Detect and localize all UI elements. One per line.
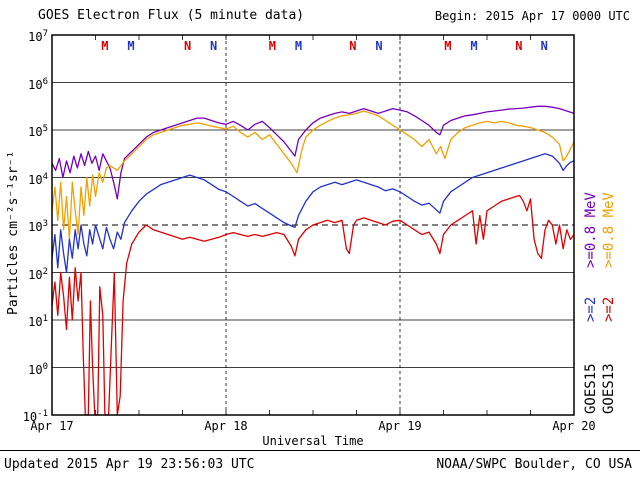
satellite-marker-letter: M	[101, 39, 108, 53]
series-path	[51, 153, 575, 274]
y-tick-label: 106	[28, 76, 48, 92]
satellite-marker-letter: N	[349, 39, 356, 53]
y-tick-label: 101	[28, 314, 48, 329]
legend-goes13-e08: >=0.8 MeV	[601, 192, 617, 268]
y-tick-label: 107	[28, 29, 48, 44]
y-tick-label: 10-1	[22, 409, 48, 424]
satellite-marker-letter: N	[541, 39, 548, 53]
satellite-marker-letter: M	[127, 39, 134, 53]
satellite-marker-letter: N	[515, 39, 522, 53]
y-tick-label: 104	[28, 171, 48, 187]
footer-updated: Updated 2015 Apr 19 23:56:03 UTC	[4, 457, 255, 472]
footer-source: NOAA/SWPC Boulder, CO USA	[436, 457, 632, 472]
x-tick-label: Apr 19	[378, 419, 422, 433]
legend-goes15-name: GOES15	[583, 363, 599, 414]
satellite-marker-letter: N	[184, 39, 191, 53]
legend-goes13-name: GOES13	[601, 363, 617, 414]
satellite-marker-letter: N	[375, 39, 382, 53]
footer-divider	[0, 450, 640, 451]
x-axis-label: Universal Time	[262, 434, 364, 448]
legend-goes15-e08: >=0.8 MeV	[583, 192, 599, 268]
y-tick-label: 105	[28, 124, 48, 139]
satellite-marker-letter: M	[269, 39, 276, 53]
chart-title: GOES Electron Flux (5 minute data)	[38, 8, 305, 23]
y-tick-label: 100	[28, 361, 48, 377]
legend-goes13-e2: >=2	[601, 296, 617, 322]
x-tick-label: Apr 20	[552, 419, 596, 433]
begin-time-label: Begin: 2015 Apr 17 0000 UTC	[434, 9, 630, 23]
y-tick-label: 102	[28, 266, 48, 282]
series-path	[51, 105, 575, 200]
x-tick-label: Apr 17	[30, 419, 74, 433]
satellite-marker-letter: M	[444, 39, 451, 53]
y-tick-label: 103	[28, 219, 48, 234]
series-path	[51, 194, 575, 416]
plot-frame	[51, 34, 575, 416]
series-path	[51, 110, 575, 240]
x-tick-label: Apr 18	[204, 419, 248, 433]
satellite-marker-letter: N	[210, 39, 217, 53]
satellite-marker-letter: M	[295, 39, 302, 53]
legend-goes15-e2: >=2	[583, 296, 599, 322]
satellite-marker-letter: M	[470, 39, 477, 53]
